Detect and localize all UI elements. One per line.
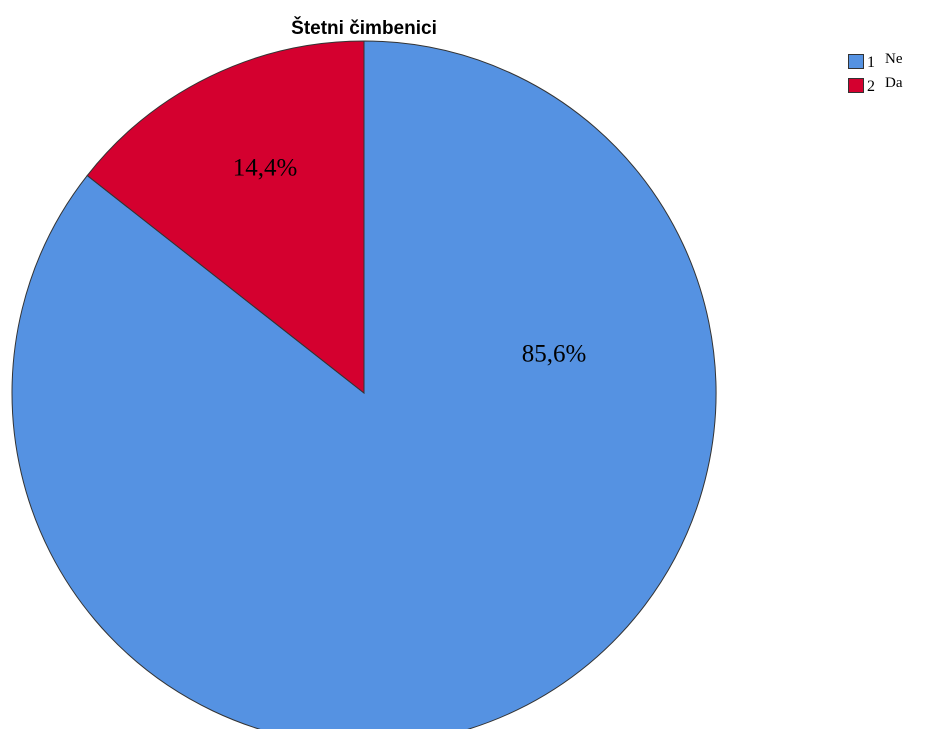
slice-label-ne: 85,6% <box>522 341 587 368</box>
pie-slice-ne <box>11 40 717 729</box>
slice-label-da: 14,4% <box>233 155 298 182</box>
chart-title: Štetni čimbenici <box>291 18 437 39</box>
legend-label-ne: Ne <box>885 50 903 67</box>
pie-slice-da <box>86 40 365 395</box>
legend-item-da: 2 Da <box>848 73 903 97</box>
legend-item-ne: 1 Ne <box>848 49 903 73</box>
legend-code-da: 2 <box>867 78 875 95</box>
legend-swatch-da <box>848 77 864 93</box>
legend-label-da: Da <box>885 74 903 91</box>
legend: 1 Ne 2 Da <box>848 49 903 97</box>
legend-swatch-ne <box>848 53 864 69</box>
legend-code-ne: 1 <box>867 54 875 71</box>
